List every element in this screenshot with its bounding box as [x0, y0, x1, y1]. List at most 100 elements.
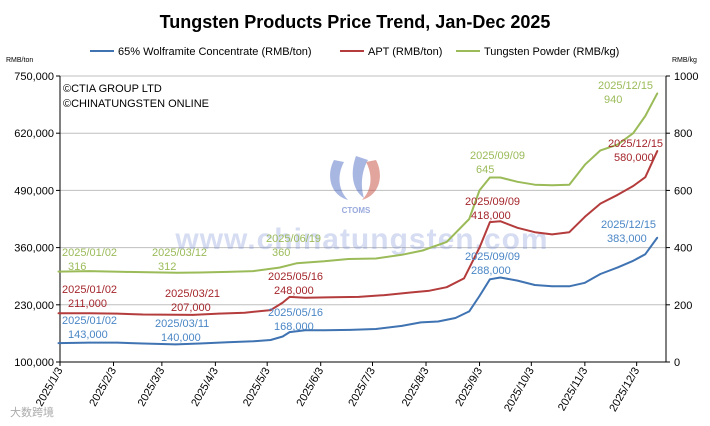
data-label-value: 645	[476, 164, 494, 176]
data-point	[445, 286, 448, 289]
data-label: 2025/01/02 143,000	[62, 315, 117, 341]
data-point	[599, 202, 602, 205]
right-tick-label: 0	[674, 357, 680, 369]
data-point	[428, 289, 431, 292]
data-point	[323, 260, 326, 263]
data-label-date: 2025/03/12	[152, 247, 207, 259]
data-point	[295, 262, 298, 265]
data-point	[57, 270, 60, 273]
data-label-date: 2025/09/09	[465, 251, 520, 263]
right-tick-label: 800	[674, 128, 692, 140]
copyright-line: ©CHINATUNGSTEN ONLINE	[63, 98, 209, 110]
left-tick-label: 750,000	[14, 71, 54, 83]
right-tick-label: 400	[674, 243, 692, 255]
data-point	[269, 339, 272, 341]
data-point	[88, 270, 91, 272]
data-point	[409, 291, 412, 294]
data-point	[88, 341, 91, 344]
data-point	[616, 194, 619, 196]
data-point	[357, 296, 360, 298]
data-label-date: 2025/12/15	[608, 138, 663, 150]
data-point	[192, 314, 194, 316]
data-point	[656, 92, 659, 94]
left-tick-label: 100,000	[14, 357, 54, 369]
data-label: 2025/03/11 140,000	[155, 318, 209, 344]
data-point	[454, 317, 457, 319]
left-tick-label: 490,000	[14, 185, 54, 197]
data-point	[478, 295, 481, 297]
data-label-value: 312	[158, 261, 176, 273]
data-point	[252, 270, 255, 272]
data-point	[568, 183, 571, 186]
data-point	[226, 271, 229, 273]
data-point	[445, 241, 448, 243]
data-label-date: 2025/01/02	[62, 284, 117, 296]
data-point	[421, 249, 424, 252]
right-tick-label: 1000	[674, 71, 698, 83]
data-point	[632, 185, 634, 187]
data-point	[656, 236, 659, 239]
data-point	[88, 312, 91, 315]
right-tick-label: 600	[674, 185, 692, 197]
data-point	[116, 341, 118, 344]
data-label: 2025/09/09 645	[470, 150, 525, 176]
data-label-value: 316	[68, 261, 86, 273]
data-label-value: 168,000	[274, 321, 314, 333]
data-label: 2025/05/16 248,000	[268, 271, 323, 297]
data-label-date: 2025/06/19	[266, 233, 321, 245]
data-point	[534, 284, 536, 286]
watermark-layer: CTOMS www.chinatungsten.com	[174, 156, 548, 256]
data-point	[401, 325, 403, 327]
data-label: 2025/12/15 383,000	[601, 219, 656, 245]
background-watermark-text: www.chinatungsten.com	[174, 223, 548, 256]
data-point	[57, 342, 60, 344]
data-label: 2025/12/15 940	[598, 80, 653, 106]
data-point	[226, 341, 229, 344]
data-point	[437, 320, 439, 323]
legend-label: 65% Wolframite Concentrate (RMB/ton)	[118, 46, 312, 58]
data-point	[599, 149, 602, 152]
data-label: 2025/03/21 207,000	[165, 288, 220, 314]
data-point	[516, 227, 519, 229]
data-point	[243, 311, 246, 314]
data-point	[199, 342, 201, 345]
chart-title: Tungsten Products Price Trend, Jan-Dec 2…	[160, 12, 551, 32]
data-label: 2025/09/09 418,000	[465, 196, 520, 222]
data-point	[199, 271, 201, 274]
data-label-date: 2025/09/09	[470, 150, 525, 162]
legend-label: APT (RMB/ton)	[368, 46, 442, 58]
data-point	[516, 181, 519, 183]
data-point	[489, 176, 491, 179]
data-label-value: 418,000	[471, 210, 511, 222]
data-point	[57, 312, 60, 315]
data-point	[304, 329, 307, 332]
data-point	[499, 176, 502, 179]
data-point	[281, 335, 284, 338]
copyright-line: ©CTIA GROUP LTD	[63, 83, 162, 95]
data-label-date: 2025/09/09	[465, 196, 520, 208]
data-label-value: 207,000	[171, 302, 211, 314]
logo-right-shape	[362, 160, 380, 200]
data-point	[401, 254, 403, 256]
data-point	[142, 342, 144, 345]
data-label-value: 140,000	[161, 332, 201, 344]
data-point	[269, 309, 272, 311]
data-point	[616, 266, 619, 269]
data-point	[534, 231, 536, 233]
data-point	[375, 328, 377, 330]
data-label-value: 288,000	[471, 265, 511, 277]
series-layer	[57, 92, 659, 346]
data-point	[281, 301, 284, 304]
data-label: 2025/05/16 168,000	[268, 307, 323, 333]
data-point	[252, 340, 255, 343]
data-label-date: 2025/01/02	[62, 247, 117, 259]
data-point	[468, 218, 471, 220]
data-point	[478, 246, 481, 249]
data-point	[551, 285, 553, 288]
data-point	[468, 310, 471, 313]
data-point	[632, 132, 634, 134]
left-axis-unit: RMB/ton	[6, 57, 33, 64]
data-point	[584, 216, 586, 218]
